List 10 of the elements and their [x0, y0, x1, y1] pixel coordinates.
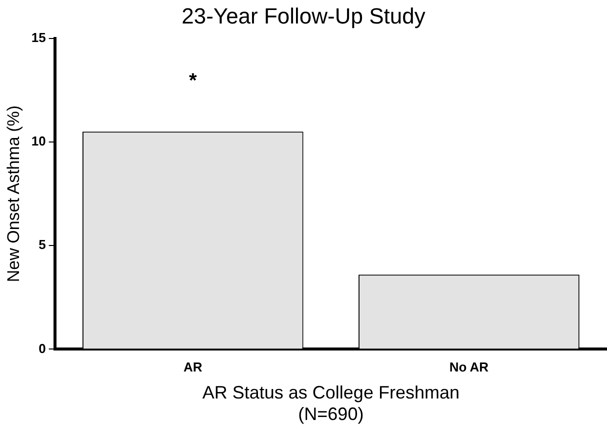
x-tick-label: No AR: [449, 360, 490, 375]
y-axis-title: New Onset Asthma (%): [4, 105, 23, 282]
y-tick-label: 5: [38, 237, 46, 252]
y-tick-label: 15: [31, 30, 46, 45]
annotation: *: [188, 70, 197, 92]
x-tick-label: AR: [184, 360, 203, 375]
x-axis-title: AR Status as College Freshman (N=690): [202, 382, 460, 424]
y-tick-label: 0: [38, 340, 46, 356]
y-tick-label: 10: [31, 134, 46, 149]
chart-title: 23-Year Follow-Up Study: [182, 3, 426, 28]
